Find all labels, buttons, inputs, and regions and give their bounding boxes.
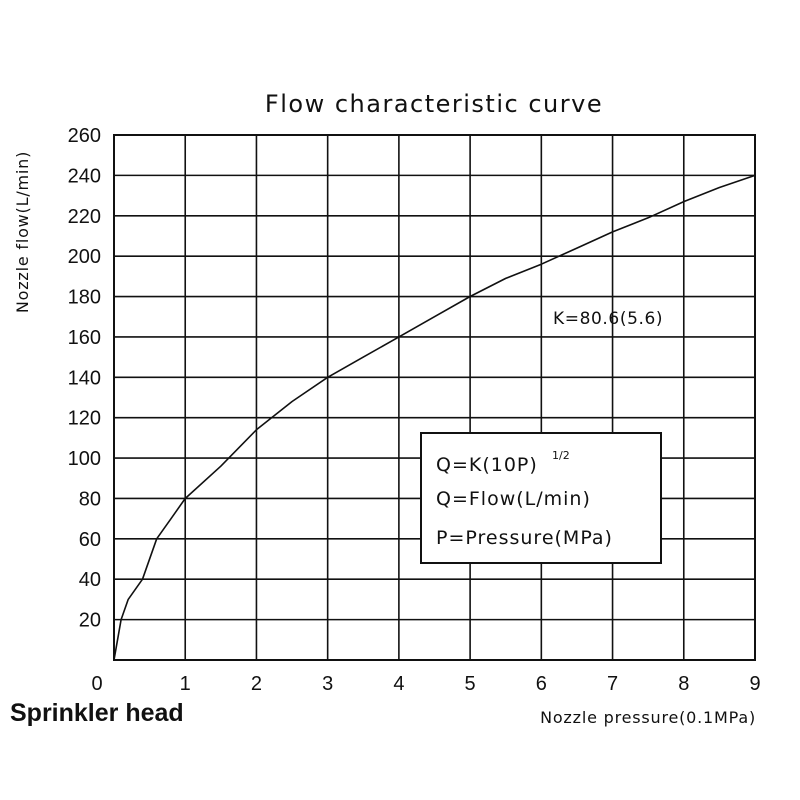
flow-curve-line bbox=[113, 174, 756, 661]
x-tick-label: 9 bbox=[749, 673, 760, 695]
x-tick-label: 2 bbox=[251, 673, 262, 695]
y-tick-label: 140 bbox=[68, 367, 101, 389]
y-tick-label: 80 bbox=[79, 488, 101, 510]
formula-pressure: P=Pressure(MPa) bbox=[436, 527, 613, 549]
y-tick-label: 240 bbox=[68, 165, 101, 187]
x-tick-label: 7 bbox=[607, 673, 618, 695]
formula-superscript: 1/2 bbox=[552, 449, 570, 462]
plot-frame bbox=[113, 134, 756, 661]
x-tick-label: 8 bbox=[678, 673, 689, 695]
formula-main: Q=K(10P) bbox=[436, 454, 538, 476]
sprinkler-head-label: Sprinkler head bbox=[10, 699, 184, 727]
x-tick-label: 3 bbox=[322, 673, 333, 695]
curve-label: K=80.6(5.6) bbox=[553, 309, 663, 329]
x-tick-label: 4 bbox=[393, 673, 404, 695]
y-tick-label: 260 bbox=[68, 125, 101, 147]
plot-border bbox=[113, 134, 756, 661]
y-tick-label: 20 bbox=[79, 610, 101, 632]
y-tick-label: 120 bbox=[68, 408, 101, 430]
x-tick-label: 5 bbox=[465, 673, 476, 695]
x-tick-label: 1 bbox=[180, 673, 191, 695]
x-axis-label: Nozzle pressure(0.1MPa) bbox=[540, 708, 756, 727]
series-layer bbox=[113, 174, 756, 661]
chart-title: Flow characteristic curve bbox=[265, 90, 603, 118]
y-tick-label: 160 bbox=[68, 327, 101, 349]
x-tick-label: 0 bbox=[91, 673, 102, 695]
y-axis-label: Nozzle flow(L/min) bbox=[13, 151, 32, 313]
y-tick-label: 220 bbox=[68, 206, 101, 228]
y-tick-label: 180 bbox=[68, 287, 101, 309]
formula-box-border bbox=[420, 432, 662, 564]
y-tick-label: 100 bbox=[68, 448, 101, 470]
y-tick-label: 40 bbox=[79, 569, 101, 591]
x-tick-label: 6 bbox=[536, 673, 547, 695]
formula-box: Q=K(10P) 1/2 Q=Flow(L/min) P=Pressure(MP… bbox=[420, 432, 662, 564]
tick-labels: 0 1 2 3 4 5 6 7 8 9 20 40 60 80 100 120 140 160 180 200 220 2… bbox=[68, 125, 761, 695]
y-tick-label: 200 bbox=[68, 246, 101, 268]
y-tick-label: 60 bbox=[79, 529, 101, 551]
formula-flow: Q=Flow(L/min) bbox=[436, 488, 591, 510]
